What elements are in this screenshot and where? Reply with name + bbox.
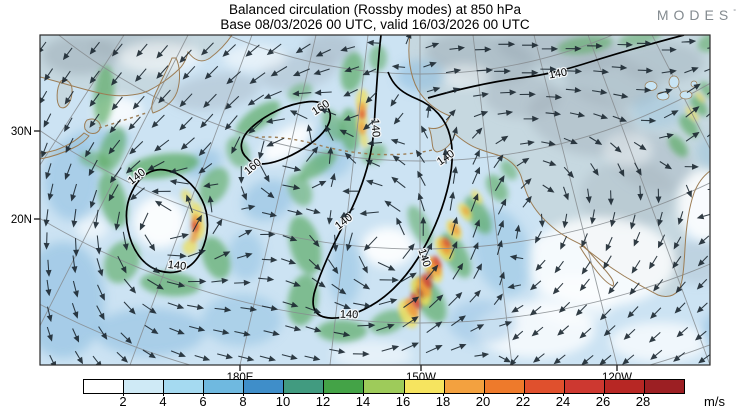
windspeed-shading-layer <box>40 35 710 365</box>
colorbar-cell <box>324 380 365 393</box>
colorbar-cell <box>484 380 525 393</box>
chart-title: Balanced circulation (Rossby modes) at 8… <box>0 2 750 32</box>
colorbar-tick-label: 10 <box>275 394 291 409</box>
colorbar-tick <box>563 393 564 396</box>
contour-label: 140 <box>167 259 187 273</box>
colorbar-tick <box>203 393 204 396</box>
colorbar-tick <box>403 393 404 396</box>
modes-logo: MODES° <box>657 7 736 23</box>
colorbar-cell <box>524 380 565 393</box>
kuril-islands-chain <box>98 111 150 129</box>
colorbar-tick-label: 22 <box>515 394 531 409</box>
colorbar-cell <box>604 380 645 393</box>
colorbar-tick <box>603 393 604 396</box>
wind-arrows-layer <box>40 35 710 365</box>
colorbar-tick-label: 24 <box>555 394 571 409</box>
colorbar-cell <box>84 380 125 393</box>
colorbar-tick <box>123 393 124 396</box>
colorbar-tick-label: 20 <box>475 394 491 409</box>
contour-label: 140 <box>340 309 359 322</box>
colorbar <box>83 379 685 394</box>
title-line-2: Base 08/03/2026 00 UTC, valid 16/03/2026… <box>220 17 530 32</box>
colorbar-cell <box>284 380 325 393</box>
colorbar-tick <box>243 393 244 396</box>
colorbar-cell <box>564 380 605 393</box>
colorbar-cell <box>404 380 445 393</box>
wind-arrows <box>40 35 710 365</box>
colorbar-cell <box>164 380 205 393</box>
colorbar-tick <box>323 393 324 396</box>
colorbar-tick <box>523 393 524 396</box>
aleutian-islands-chain <box>251 136 433 156</box>
colorbar-tick-label: 16 <box>395 394 411 409</box>
map-border <box>39 34 711 366</box>
colorbar-cell <box>364 380 405 393</box>
colorbar-tick-label: 8 <box>239 394 247 409</box>
coastline-layer <box>40 35 710 298</box>
colorbar-unit: m/s <box>704 394 725 409</box>
colorbar-cell <box>124 380 165 393</box>
colorbar-tick-label: 18 <box>435 394 451 409</box>
colorbar-tick <box>163 393 164 396</box>
modes-logo-text: MODES <box>656 7 734 23</box>
map-area: 140140160160140140140140140140 <box>40 35 710 365</box>
colorbar-cell <box>244 380 285 393</box>
contour-140-main-trough <box>312 35 453 319</box>
colorbar-tick-label: 6 <box>199 394 207 409</box>
contour-140-alaska <box>427 35 685 99</box>
title-line-1: Balanced circulation (Rossby modes) at 8… <box>229 2 521 17</box>
great-lakes <box>644 75 698 101</box>
modes-logo-mark: ° <box>733 9 736 16</box>
colorbar-tick-label: 26 <box>595 394 611 409</box>
colorbar-tick <box>643 393 644 396</box>
colorbar-tick-label: 14 <box>355 394 371 409</box>
lat-label: 20N <box>11 214 32 226</box>
colorbar-cell <box>204 380 245 393</box>
colorbar-tick <box>483 393 484 396</box>
colorbar-tick-label: 4 <box>159 394 167 409</box>
colorbar-cell <box>444 380 485 393</box>
colorbar-tick-label: 12 <box>315 394 331 409</box>
colorbar-tick <box>363 393 364 396</box>
colorbar-cell <box>644 380 684 393</box>
colorbar-tick-label: 2 <box>119 394 127 409</box>
contour-label: 140 <box>368 118 381 137</box>
lat-label: 30N <box>11 126 32 138</box>
colorbar-tick <box>443 393 444 396</box>
colorbar-tick-label: 28 <box>635 394 651 409</box>
colorbar-tick <box>283 393 284 396</box>
